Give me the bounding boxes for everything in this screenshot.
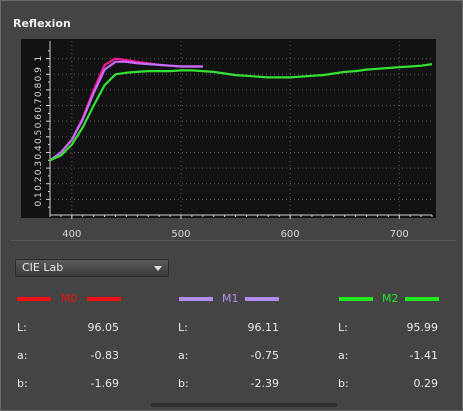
a-value-m1: -0.75 [250, 349, 279, 362]
x-tick-label: 600 [281, 229, 300, 239]
x-tick-label: 700 [390, 229, 409, 239]
y-tick-label: 0.8 [34, 82, 44, 97]
chart-divider [11, 240, 456, 241]
m0-swatch-right [87, 297, 121, 301]
l-label-m0: L: [17, 321, 27, 334]
y-tick-label: 1 [34, 56, 44, 62]
measurement-header-m2: M2 [339, 293, 443, 305]
m1-swatch-left [179, 297, 213, 301]
y-tick-label: 0.3 [34, 161, 44, 175]
l-label-m1: L: [178, 321, 188, 334]
m1-swatch-right [245, 297, 279, 301]
m2-swatch-right [405, 297, 439, 301]
series-line-2 [49, 63, 433, 162]
a-label-m1: a: [178, 349, 189, 362]
b-label-m2: b: [338, 377, 349, 390]
m2-swatch-left [339, 297, 373, 301]
panel-title: Reflexion [13, 17, 71, 30]
a-label-m2: a: [338, 349, 349, 362]
l-value-m0: 96.05 [87, 321, 120, 334]
y-tick-label: 0.5 [34, 130, 44, 144]
measurement-header-m0: M0 [17, 293, 121, 305]
horizontal-scrollbar[interactable] [151, 403, 337, 407]
b-value-m2: 0.29 [413, 377, 439, 390]
colorspace-select-value: CIE Lab [22, 261, 64, 274]
reflectance-chart: 0.10.2 0.30.40.50.6 0.70.80.9 1 400 500 600 700 [11, 39, 436, 239]
y-tick-label: 0.2 [34, 177, 44, 191]
series-line-1 [49, 60, 203, 162]
colorspace-select[interactable]: CIE Lab [15, 259, 169, 277]
a-label-m0: a: [17, 349, 28, 362]
b-value-m0: -1.69 [90, 377, 119, 390]
b-label-m1: b: [178, 377, 189, 390]
l-value-m2: 95.99 [406, 321, 439, 334]
l-label-m2: L: [338, 321, 348, 334]
y-tick-label: 0.6 [34, 114, 44, 129]
y-tick-label: 0.1 [34, 192, 44, 206]
y-tick-label: 0.9 [34, 67, 44, 82]
x-tick-label: 400 [62, 229, 81, 239]
a-value-m2: -1.41 [409, 349, 438, 362]
b-label-m0: b: [17, 377, 28, 390]
a-value-m0: -0.83 [90, 349, 119, 362]
m1-label: M1 [222, 292, 239, 305]
l-value-m1: 96.11 [247, 321, 280, 334]
y-tick-label: 0.7 [34, 98, 44, 112]
m0-swatch-left [17, 297, 51, 301]
b-value-m1: -2.39 [250, 377, 279, 390]
measurement-header-m1: M1 [179, 293, 283, 305]
m0-label: M0 [61, 292, 78, 305]
m2-label: M2 [382, 292, 399, 305]
x-tick-label: 500 [171, 229, 190, 239]
y-tick-label: 0.4 [34, 145, 44, 160]
chevron-down-icon [154, 266, 162, 271]
